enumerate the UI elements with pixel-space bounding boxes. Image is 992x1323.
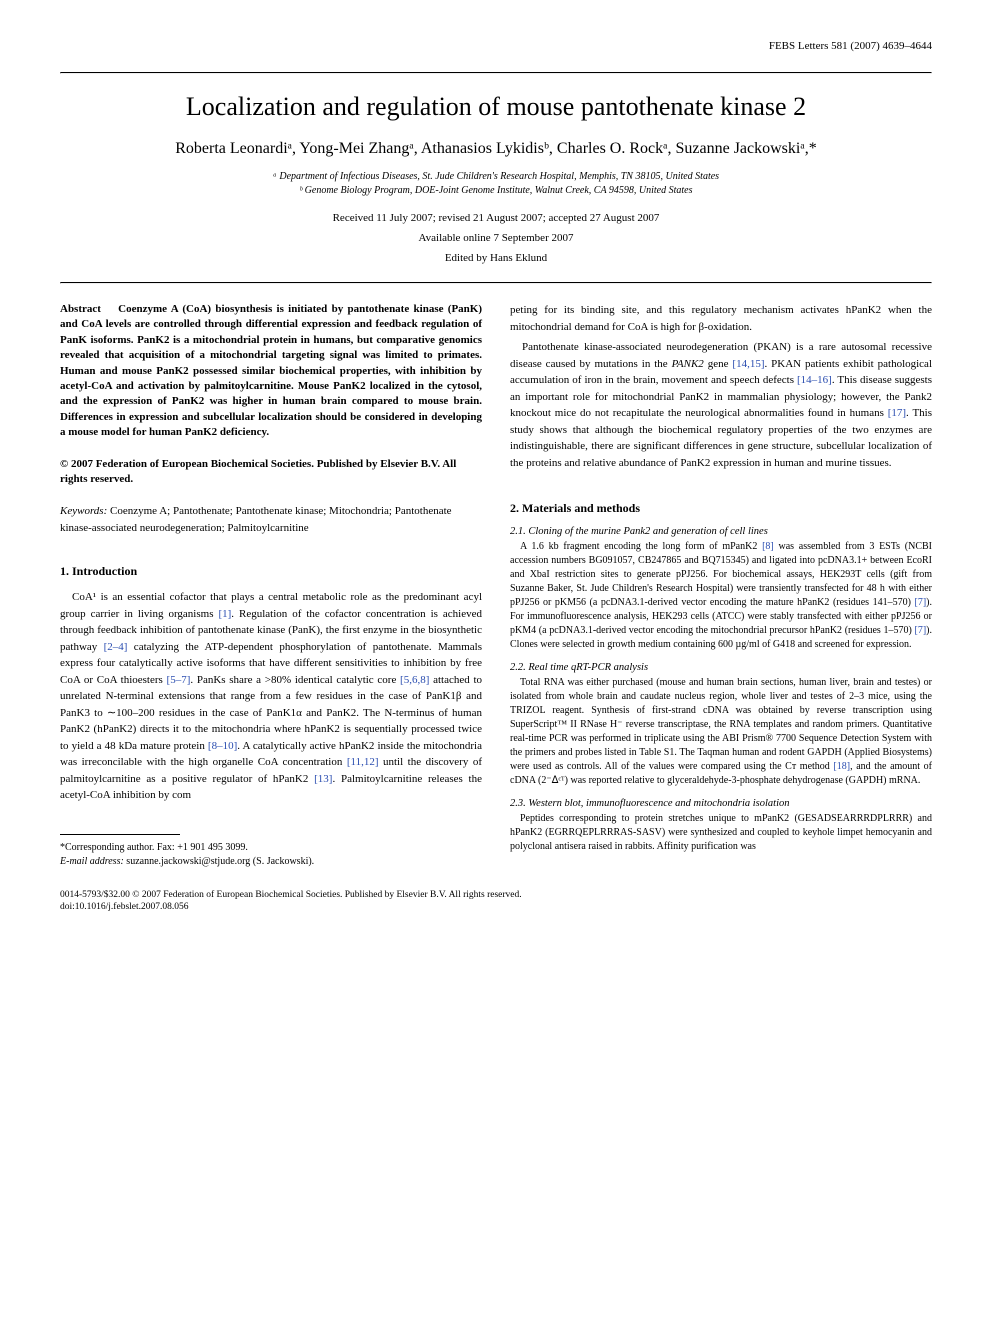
methods-heading: 2. Materials and methods	[510, 501, 932, 516]
ref-link[interactable]: [5,6,8]	[400, 674, 429, 686]
gene-name: PANK2	[672, 358, 704, 370]
affiliation-b: ᵇ Genome Biology Program, DOE-Joint Geno…	[60, 184, 932, 198]
right-column: peting for its binding site, and this re…	[510, 302, 932, 869]
abstract-block: Abstract Coenzyme A (CoA) biosynthesis i…	[60, 302, 482, 441]
footer-doi: doi:10.1016/j.febslet.2007.08.056	[60, 901, 932, 913]
sub21-body: A 1.6 kb fragment encoding the long form…	[510, 540, 932, 652]
author-list: Roberta Leonardiᵃ, Yong-Mei Zhangᵃ, Atha…	[60, 140, 932, 158]
abstract-label: Abstract	[60, 303, 101, 315]
ref-link[interactable]: [8]	[762, 541, 774, 552]
subsection-2-1: 2.1. Cloning of the murine Pank2 and gen…	[510, 526, 932, 537]
copyright-line: © 2007 Federation of European Biochemica…	[60, 457, 482, 488]
page-footer: 0014-5793/$32.00 © 2007 Federation of Eu…	[60, 889, 932, 914]
top-rule	[60, 72, 932, 74]
mid-rule	[60, 282, 932, 284]
affiliations: ᵃ Department of Infectious Diseases, St.…	[60, 170, 932, 198]
article-dates: Received 11 July 2007; revised 21 August…	[60, 212, 932, 224]
email-line: E-mail address: suzanne.jackowski@stjude…	[60, 855, 482, 869]
email-address[interactable]: suzanne.jackowski@stjude.org (S. Jackows…	[126, 856, 314, 867]
two-column-body: Abstract Coenzyme A (CoA) biosynthesis i…	[60, 302, 932, 869]
ref-link[interactable]: [7]	[914, 597, 926, 608]
affiliation-a: ᵃ Department of Infectious Diseases, St.…	[60, 170, 932, 184]
ref-link[interactable]: [11,12]	[347, 756, 379, 768]
ref-link[interactable]: [7]	[914, 625, 926, 636]
email-label: E-mail address:	[60, 856, 124, 867]
footer-copyright: 0014-5793/$32.00 © 2007 Federation of Eu…	[60, 889, 932, 901]
abstract-text	[105, 303, 118, 315]
subsection-2-2: 2.2. Real time qRT-PCR analysis	[510, 662, 932, 673]
intro-paragraph: CoA¹ is an essential cofactor that plays…	[60, 589, 482, 804]
sub22-body: Total RNA was either purchased (mouse an…	[510, 676, 932, 788]
keywords-body: Coenzyme A; Pantothenate; Pantothenate k…	[60, 505, 452, 534]
available-online: Available online 7 September 2007	[60, 232, 932, 244]
ref-link[interactable]: [13]	[314, 773, 332, 785]
ref-link[interactable]: [5–7]	[167, 674, 191, 686]
abstract-body: Coenzyme A (CoA) biosynthesis is initiat…	[60, 303, 482, 438]
subsection-2-3: 2.3. Western blot, immunofluorescence an…	[510, 798, 932, 809]
col2-continuation: peting for its binding site, and this re…	[510, 302, 932, 335]
keywords-block: Keywords: Coenzyme A; Pantothenate; Pant…	[60, 503, 482, 536]
sub23-body: Peptides corresponding to protein stretc…	[510, 812, 932, 854]
sub22-a: Total RNA was either purchased (mouse an…	[510, 677, 932, 772]
ref-link[interactable]: [1]	[218, 608, 231, 620]
sub21-a: A 1.6 kb fragment encoding the long form…	[520, 541, 762, 552]
intro-text-d: . PanKs share a >80% identical catalytic…	[190, 674, 400, 686]
editor-line: Edited by Hans Eklund	[60, 252, 932, 264]
article-title: Localization and regulation of mouse pan…	[60, 92, 932, 122]
col2-paragraph-2: Pantothenate kinase-associated neurodege…	[510, 339, 932, 471]
ref-link[interactable]: [14,15]	[732, 358, 764, 370]
footnote-separator	[60, 834, 180, 835]
ref-link[interactable]: [14–16]	[797, 374, 832, 386]
keywords-label: Keywords:	[60, 505, 107, 517]
ref-link[interactable]: [2–4]	[104, 641, 128, 653]
corresponding-author: *Corresponding author. Fax: +1 901 495 3…	[60, 841, 482, 855]
ref-link[interactable]: [8–10]	[208, 740, 237, 752]
intro-heading: 1. Introduction	[60, 564, 482, 579]
left-column: Abstract Coenzyme A (CoA) biosynthesis i…	[60, 302, 482, 869]
journal-reference: FEBS Letters 581 (2007) 4639–4644	[60, 40, 932, 52]
ref-link[interactable]: [18]	[833, 761, 850, 772]
ref-link[interactable]: [17]	[888, 407, 906, 419]
col2-text-b: gene	[704, 358, 733, 370]
